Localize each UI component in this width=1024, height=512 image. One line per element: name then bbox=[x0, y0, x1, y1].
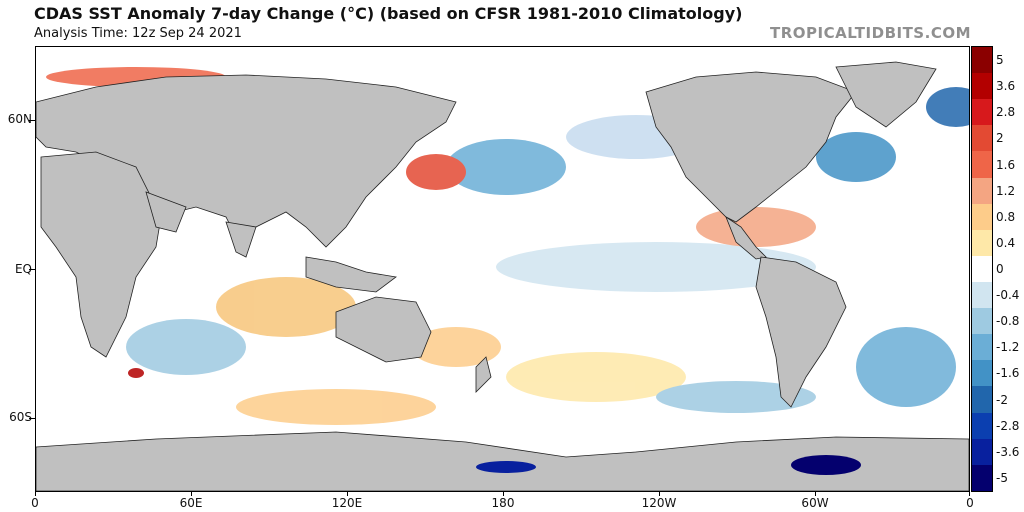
lon-label-60e: 60E bbox=[179, 496, 203, 510]
lon-label-120w: 120W bbox=[641, 496, 677, 510]
colorbar-swatch bbox=[972, 281, 992, 309]
colorbar-label: 5 bbox=[996, 53, 1004, 68]
watermark: TROPICALTIDBITS.COM bbox=[770, 24, 971, 42]
colorbar-swatch bbox=[972, 73, 992, 100]
lon-tick bbox=[347, 492, 348, 496]
lat-label-60n: 60N bbox=[7, 112, 32, 126]
map-svg bbox=[36, 61, 969, 491]
colorbar-swatch bbox=[972, 438, 992, 465]
lon-label-120e: 120E bbox=[331, 496, 363, 510]
lon-label-0: 0 bbox=[31, 496, 39, 510]
colorbar-swatch bbox=[972, 334, 992, 361]
colorbar-swatch bbox=[972, 99, 992, 126]
colorbar-swatch bbox=[972, 386, 992, 413]
lat-label-60s: 60S bbox=[9, 410, 32, 424]
lat-tick bbox=[29, 269, 35, 270]
colorbar-label: -5 bbox=[996, 470, 1008, 485]
colorbar bbox=[971, 46, 993, 492]
colorbar-swatch bbox=[972, 229, 992, 256]
colorbar-swatch bbox=[972, 203, 992, 230]
colorbar-label: 0.4 bbox=[996, 235, 1016, 250]
colorbar-label: -2.8 bbox=[996, 418, 1020, 433]
colorbar-swatch bbox=[972, 47, 992, 74]
lon-tick bbox=[191, 492, 192, 496]
lat-tick bbox=[29, 120, 35, 121]
lon-tick bbox=[503, 492, 504, 496]
colorbar-label: 1.6 bbox=[996, 157, 1016, 172]
colorbar-label: -1.2 bbox=[996, 340, 1020, 355]
colorbar-label: 3.6 bbox=[996, 79, 1016, 94]
colorbar-label: 0 bbox=[996, 262, 1004, 276]
colorbar-label: 1.2 bbox=[996, 183, 1016, 198]
lon-label-180: 180 bbox=[491, 496, 515, 510]
lon-label-0-east: 0 bbox=[966, 496, 974, 510]
sst-anomaly-map bbox=[35, 46, 970, 492]
colorbar-label: 2 bbox=[996, 131, 1004, 146]
lon-tick bbox=[35, 492, 36, 496]
lon-label-60w: 60W bbox=[801, 496, 829, 510]
lat-label-eq: EQ bbox=[14, 262, 32, 276]
weddell-cool-patch bbox=[791, 455, 861, 475]
colorbar-label: -0.4 bbox=[996, 288, 1020, 303]
colorbar-label: 0.8 bbox=[996, 209, 1016, 224]
land-masses bbox=[36, 61, 969, 491]
map-title: CDAS SST Anomaly 7-day Change (°C) (base… bbox=[34, 4, 743, 23]
lon-tick bbox=[969, 492, 970, 496]
colorbar-swatch bbox=[972, 151, 992, 178]
colorbar-swatch bbox=[972, 464, 992, 491]
colorbar-label: -3.6 bbox=[996, 444, 1020, 459]
colorbar-swatch bbox=[972, 255, 992, 282]
colorbar-label: -0.8 bbox=[996, 314, 1020, 329]
colorbar-swatch bbox=[972, 177, 992, 204]
colorbar-swatch bbox=[972, 308, 992, 335]
ocean-anomaly-field bbox=[46, 67, 969, 425]
antarctic-cool-patch bbox=[476, 461, 536, 473]
colorbar-swatch bbox=[972, 360, 992, 387]
analysis-time: Analysis Time: 12z Sep 24 2021 bbox=[34, 26, 242, 41]
colorbar-label: -2 bbox=[996, 392, 1008, 407]
colorbar-label: -1.6 bbox=[996, 366, 1020, 381]
colorbar-swatch bbox=[972, 125, 992, 152]
lon-tick bbox=[659, 492, 660, 496]
lon-tick bbox=[815, 492, 816, 496]
colorbar-swatch bbox=[972, 412, 992, 439]
lat-tick bbox=[29, 418, 35, 419]
colorbar-label: 2.8 bbox=[996, 105, 1016, 120]
